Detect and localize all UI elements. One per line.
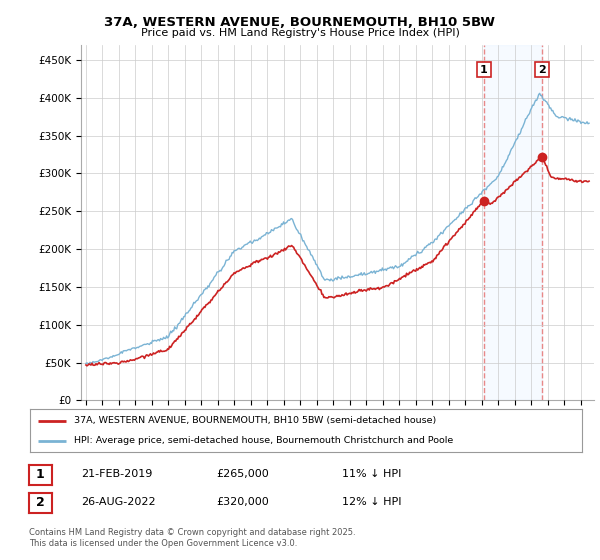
Text: 2: 2	[36, 496, 44, 510]
Text: 1: 1	[36, 468, 44, 482]
Text: £265,000: £265,000	[216, 469, 269, 479]
Text: 21-FEB-2019: 21-FEB-2019	[81, 469, 152, 479]
Text: Price paid vs. HM Land Registry's House Price Index (HPI): Price paid vs. HM Land Registry's House …	[140, 28, 460, 38]
Text: 2: 2	[538, 65, 546, 74]
Text: 26-AUG-2022: 26-AUG-2022	[81, 497, 155, 507]
Text: 37A, WESTERN AVENUE, BOURNEMOUTH, BH10 5BW (semi-detached house): 37A, WESTERN AVENUE, BOURNEMOUTH, BH10 5…	[74, 416, 436, 425]
Text: 1: 1	[480, 65, 488, 74]
Text: Contains HM Land Registry data © Crown copyright and database right 2025.
This d: Contains HM Land Registry data © Crown c…	[29, 528, 355, 548]
Text: 12% ↓ HPI: 12% ↓ HPI	[342, 497, 401, 507]
Text: 11% ↓ HPI: 11% ↓ HPI	[342, 469, 401, 479]
Text: £320,000: £320,000	[216, 497, 269, 507]
Bar	[484, 45, 542, 400]
Text: HPI: Average price, semi-detached house, Bournemouth Christchurch and Poole: HPI: Average price, semi-detached house,…	[74, 436, 454, 445]
Text: 37A, WESTERN AVENUE, BOURNEMOUTH, BH10 5BW: 37A, WESTERN AVENUE, BOURNEMOUTH, BH10 5…	[104, 16, 496, 29]
